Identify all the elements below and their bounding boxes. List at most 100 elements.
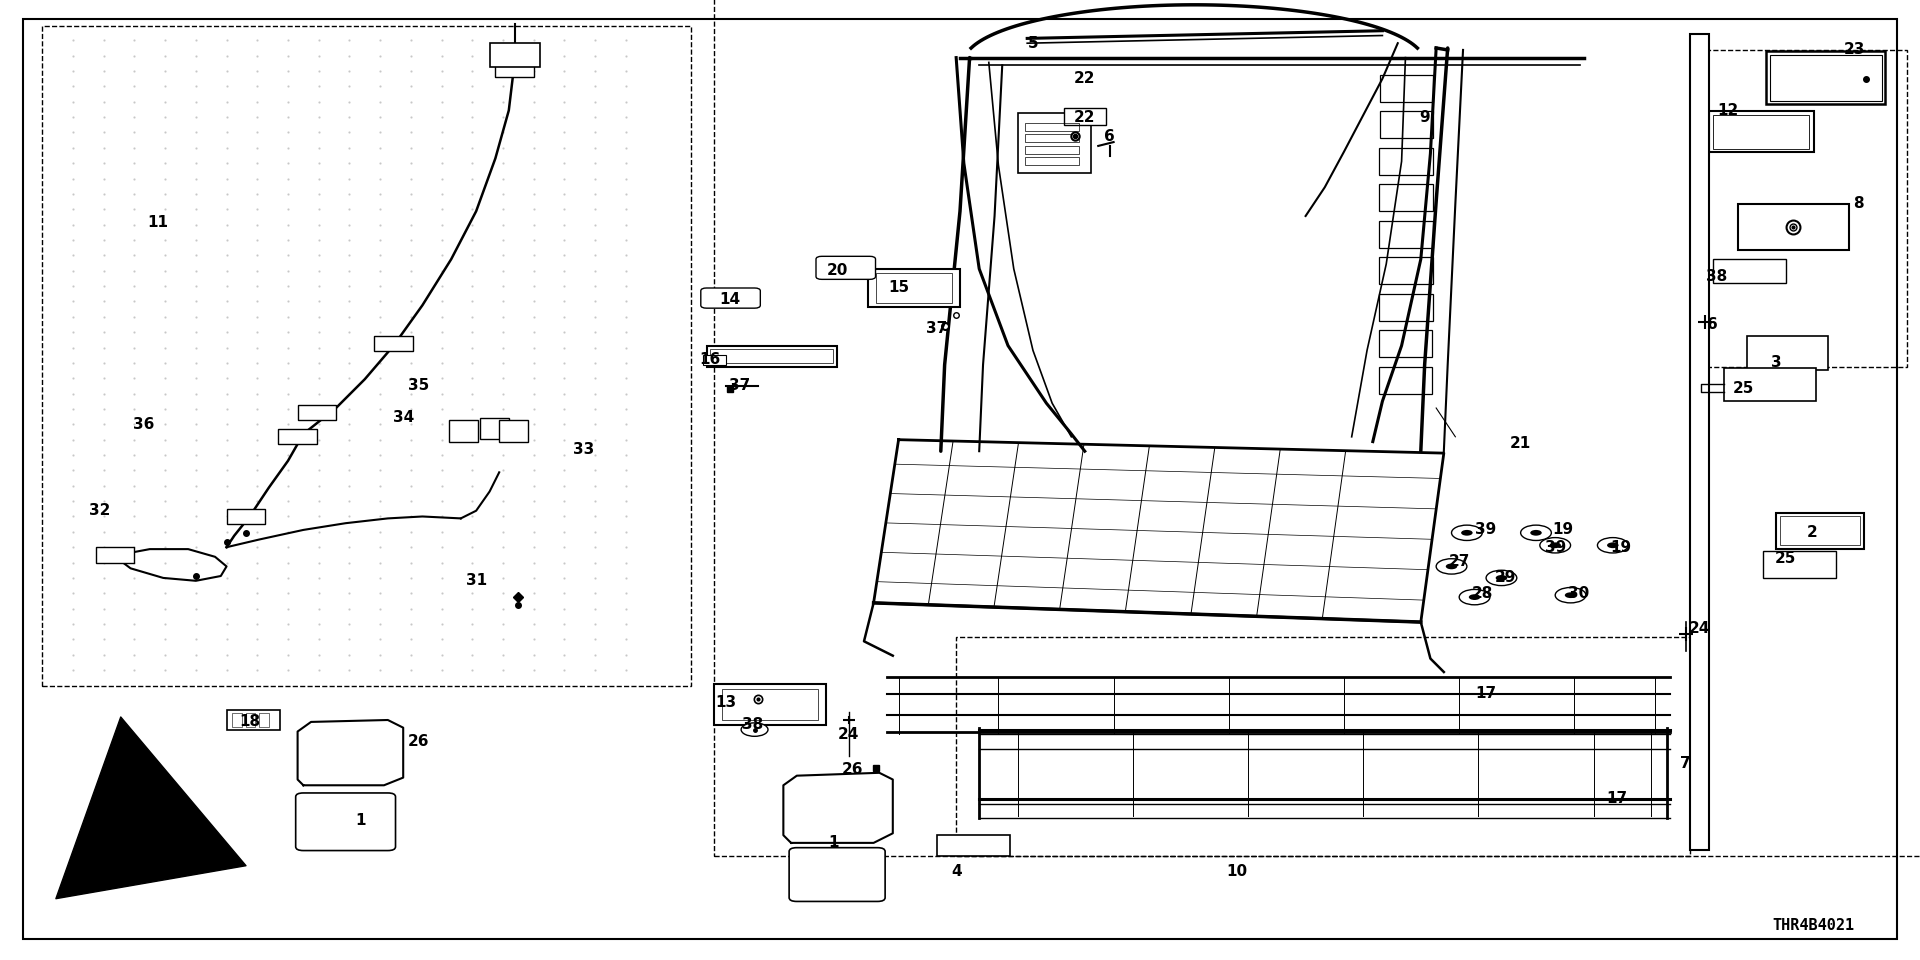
Circle shape xyxy=(1486,570,1517,586)
FancyBboxPatch shape xyxy=(701,288,760,308)
Circle shape xyxy=(1496,575,1507,581)
Text: 17: 17 xyxy=(1475,685,1498,701)
Bar xyxy=(449,420,478,442)
Bar xyxy=(868,269,960,307)
Text: 37: 37 xyxy=(925,321,948,336)
Bar xyxy=(227,509,265,524)
Bar xyxy=(1025,123,1079,131)
Bar xyxy=(96,547,134,563)
Circle shape xyxy=(1459,589,1490,605)
Text: 27: 27 xyxy=(1448,554,1471,569)
Circle shape xyxy=(1521,525,1551,540)
Text: 33: 33 xyxy=(572,442,595,457)
Text: 3: 3 xyxy=(1770,355,1782,371)
Text: 11: 11 xyxy=(148,215,167,230)
Bar xyxy=(1780,516,1860,545)
Text: 35: 35 xyxy=(407,378,430,394)
Text: 25: 25 xyxy=(1774,551,1797,566)
Bar xyxy=(259,713,269,727)
Text: 30: 30 xyxy=(1567,586,1590,601)
Bar xyxy=(499,420,528,442)
Circle shape xyxy=(1461,530,1473,536)
Text: 1: 1 xyxy=(355,813,367,828)
Bar xyxy=(1738,204,1849,250)
Text: 10: 10 xyxy=(1225,864,1248,879)
Text: FR.: FR. xyxy=(138,851,171,868)
Bar xyxy=(703,355,726,365)
Text: 4: 4 xyxy=(950,864,962,879)
Bar xyxy=(1380,111,1434,138)
Bar xyxy=(495,61,534,77)
Text: 37: 37 xyxy=(728,378,751,394)
Circle shape xyxy=(1446,564,1457,569)
Text: 2: 2 xyxy=(1807,525,1818,540)
Circle shape xyxy=(1549,542,1561,548)
Bar xyxy=(1379,330,1432,357)
Text: 21: 21 xyxy=(1509,436,1532,451)
Bar xyxy=(374,336,413,351)
Text: 17: 17 xyxy=(1605,791,1628,806)
Bar xyxy=(298,405,336,420)
Text: 25: 25 xyxy=(1732,381,1755,396)
Text: 38: 38 xyxy=(741,717,764,732)
Bar xyxy=(1025,157,1079,165)
Bar xyxy=(956,637,1690,856)
Bar xyxy=(227,509,265,524)
Bar xyxy=(1064,108,1106,125)
Circle shape xyxy=(1597,538,1628,553)
Bar xyxy=(480,418,509,439)
Bar xyxy=(722,689,818,720)
Bar xyxy=(1025,134,1079,142)
Text: 22: 22 xyxy=(1073,109,1096,125)
Bar xyxy=(490,43,540,67)
Circle shape xyxy=(1565,592,1576,598)
Bar xyxy=(714,0,1920,856)
Text: 26: 26 xyxy=(841,762,864,778)
Text: 36: 36 xyxy=(132,417,156,432)
Circle shape xyxy=(1555,588,1586,603)
Text: 24: 24 xyxy=(1688,621,1711,636)
Text: 34: 34 xyxy=(392,410,415,425)
Bar xyxy=(1747,336,1828,370)
Text: 12: 12 xyxy=(1716,103,1740,118)
Text: 6: 6 xyxy=(1104,129,1116,144)
Bar xyxy=(1776,513,1864,549)
FancyBboxPatch shape xyxy=(789,848,885,901)
Text: 38: 38 xyxy=(1705,269,1728,284)
Text: 23: 23 xyxy=(1843,42,1866,58)
Bar xyxy=(1379,294,1432,321)
Text: 16: 16 xyxy=(699,352,722,368)
Text: 14: 14 xyxy=(718,292,741,307)
Bar xyxy=(1379,184,1432,211)
Text: 13: 13 xyxy=(714,695,737,710)
Circle shape xyxy=(1607,542,1619,548)
Polygon shape xyxy=(783,773,893,843)
Bar xyxy=(1025,146,1079,154)
Bar xyxy=(1380,75,1434,102)
Text: 8: 8 xyxy=(1853,196,1864,211)
FancyBboxPatch shape xyxy=(816,256,876,279)
Text: 26: 26 xyxy=(407,733,430,749)
Bar xyxy=(246,713,255,727)
Text: 7: 7 xyxy=(1680,756,1692,771)
Circle shape xyxy=(1540,538,1571,553)
Bar xyxy=(1713,259,1786,283)
Text: 19: 19 xyxy=(1609,540,1632,555)
Bar xyxy=(227,710,280,730)
Circle shape xyxy=(1469,594,1480,600)
Text: 32: 32 xyxy=(88,503,111,518)
Circle shape xyxy=(741,723,768,736)
Text: 22: 22 xyxy=(1073,71,1096,86)
Bar xyxy=(710,349,833,363)
Bar xyxy=(298,405,336,420)
Text: 39: 39 xyxy=(1544,540,1567,555)
Text: 20: 20 xyxy=(826,263,849,278)
Text: 18: 18 xyxy=(238,714,261,730)
Bar xyxy=(876,273,952,303)
Bar xyxy=(374,336,413,351)
Bar xyxy=(495,61,534,77)
Text: 5: 5 xyxy=(1027,36,1039,51)
Text: 6: 6 xyxy=(1707,317,1718,332)
Circle shape xyxy=(1452,525,1482,540)
Text: 15: 15 xyxy=(887,280,910,296)
